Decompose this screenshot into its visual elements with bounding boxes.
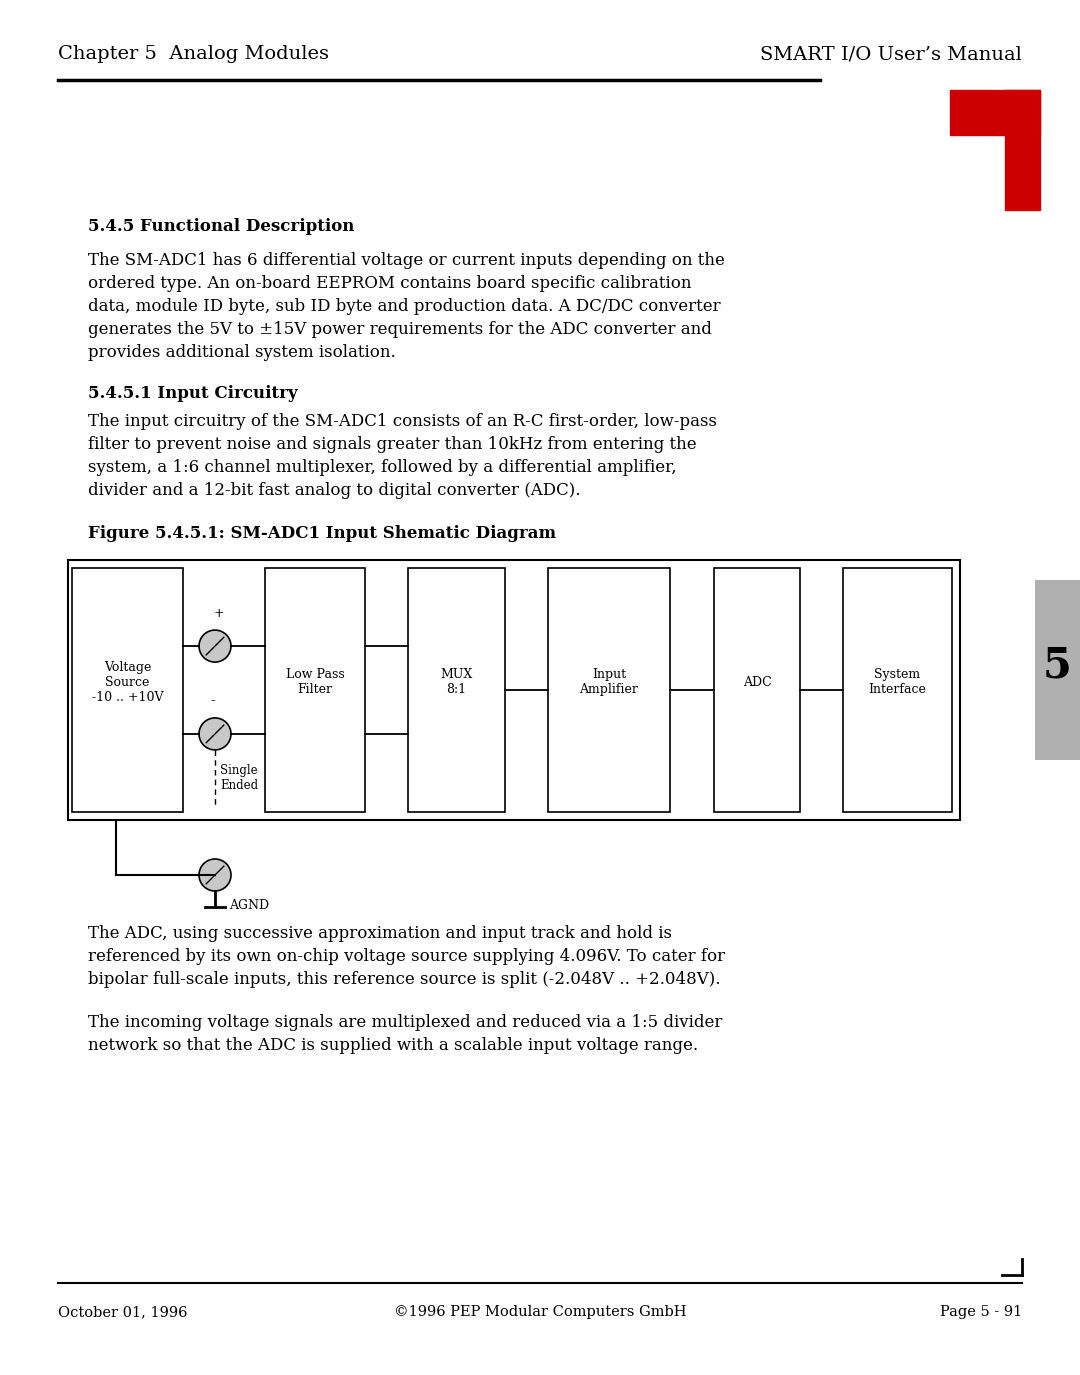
Text: system, a 1:6 channel multiplexer, followed by a differential amplifier,: system, a 1:6 channel multiplexer, follo…: [87, 459, 677, 476]
Text: AGND: AGND: [229, 899, 269, 912]
Bar: [1005, 89, 1040, 210]
Bar: [265, 568, 365, 813]
Ellipse shape: [199, 859, 231, 891]
Bar: [1035, 580, 1080, 760]
Bar: [843, 568, 951, 813]
Text: The ADC, using successive approximation and input track and hold is: The ADC, using successive approximation …: [87, 925, 672, 942]
Bar: [68, 560, 960, 820]
Text: Chapter 5  Analog Modules: Chapter 5 Analog Modules: [58, 45, 329, 63]
Text: divider and a 12-bit fast analog to digital converter (ADC).: divider and a 12-bit fast analog to digi…: [87, 483, 581, 499]
Bar: [548, 568, 670, 813]
Text: Page 5 - 91: Page 5 - 91: [940, 1305, 1022, 1319]
Bar: [72, 568, 183, 813]
Text: The input circuitry of the SM-ADC1 consists of an R-C first-order, low-pass: The input circuitry of the SM-ADC1 consi…: [87, 412, 717, 430]
Text: Input
Amplifier: Input Amplifier: [580, 668, 638, 696]
Text: referenced by its own on-chip voltage source supplying 4.096V. To cater for: referenced by its own on-chip voltage so…: [87, 947, 725, 965]
Text: MUX
8:1: MUX 8:1: [441, 668, 473, 696]
Text: Figure 5.4.5.1: SM-ADC1 Input Shematic Diagram: Figure 5.4.5.1: SM-ADC1 Input Shematic D…: [87, 525, 556, 542]
Text: 5: 5: [1042, 644, 1071, 686]
Ellipse shape: [199, 718, 231, 749]
Text: ADC: ADC: [743, 675, 771, 689]
Text: October 01, 1996: October 01, 1996: [58, 1305, 188, 1319]
Text: Voltage
Source
-10 .. +10V: Voltage Source -10 .. +10V: [92, 660, 163, 704]
Text: Low Pass
Filter: Low Pass Filter: [285, 668, 345, 696]
Text: +: +: [214, 608, 225, 620]
Text: provides additional system isolation.: provides additional system isolation.: [87, 344, 395, 362]
Text: Single
Ended: Single Ended: [220, 765, 258, 792]
Text: 5.4.5.1 Input Circuitry: 5.4.5.1 Input Circuitry: [87, 385, 298, 402]
Text: data, module ID byte, sub ID byte and production data. A DC/DC converter: data, module ID byte, sub ID byte and pr…: [87, 298, 720, 315]
Text: The SM-ADC1 has 6 differential voltage or current inputs depending on the: The SM-ADC1 has 6 differential voltage o…: [87, 252, 725, 270]
Bar: [408, 568, 505, 813]
Text: bipolar full-scale inputs, this reference source is split (-2.048V .. +2.048V).: bipolar full-scale inputs, this referenc…: [87, 971, 720, 989]
Text: network so that the ADC is supplied with a scalable input voltage range.: network so that the ADC is supplied with…: [87, 1037, 698, 1055]
Bar: [950, 89, 1040, 135]
Text: SMART I/O User’s Manual: SMART I/O User’s Manual: [760, 45, 1022, 63]
Bar: [714, 568, 800, 813]
Text: -: -: [211, 694, 215, 708]
Text: 5.4.5 Functional Description: 5.4.5 Functional Description: [87, 219, 354, 235]
Text: filter to prevent noise and signals greater than 10kHz from entering the: filter to prevent noise and signals grea…: [87, 436, 697, 452]
Text: System
Interface: System Interface: [868, 668, 927, 696]
Text: ordered type. An on-board EEPROM contains board specific calibration: ordered type. An on-board EEPROM contain…: [87, 275, 691, 292]
Ellipse shape: [199, 630, 231, 663]
Text: ©1996 PEP Modular Computers GmbH: ©1996 PEP Modular Computers GmbH: [394, 1305, 686, 1319]
Text: generates the 5V to ±15V power requirements for the ADC converter and: generates the 5V to ±15V power requireme…: [87, 320, 712, 338]
Text: The incoming voltage signals are multiplexed and reduced via a 1:5 divider: The incoming voltage signals are multipl…: [87, 1013, 723, 1031]
